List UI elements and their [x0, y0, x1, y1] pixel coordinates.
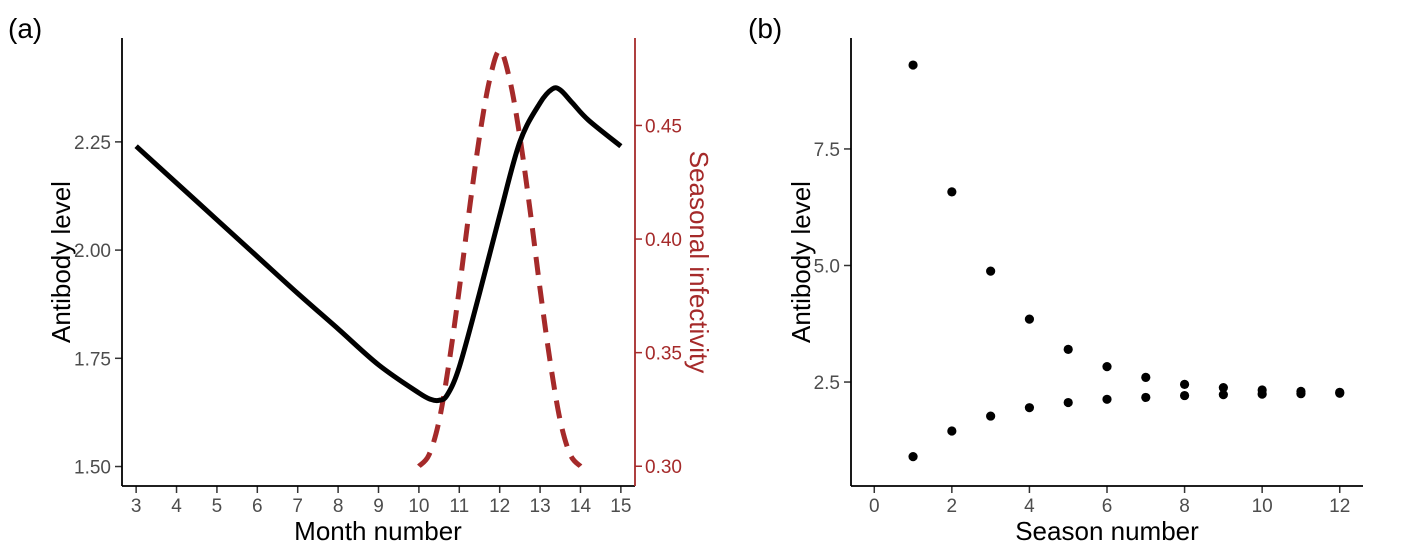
panel-a-y-axis-title: Antibody level: [46, 181, 76, 343]
panel-a-series: [134, 47, 623, 469]
antibody-level-line: [134, 85, 623, 404]
panel-a-x-axis-title: Month number: [294, 516, 462, 546]
panel-a-x-tick-label: 10: [408, 496, 429, 517]
lower-antibody-point: [1024, 403, 1035, 413]
upper-antibody-point: [1102, 362, 1112, 372]
seasonal-infectivity-line: [417, 47, 583, 469]
upper-antibody-point: [986, 266, 996, 276]
panel-a-tag: (a): [8, 13, 42, 44]
panel-a-x-tick-label: 8: [333, 496, 344, 517]
panel-a-x-tick-label: 6: [252, 496, 263, 517]
panel-b-y-tick-label: 7.5: [814, 140, 840, 161]
panel-b-ticks: 0 2 4 6 8 10 12 2.5 5.0 7.5: [814, 140, 1351, 517]
upper-antibody-point: [1179, 379, 1190, 389]
panel-b-series: [908, 60, 1345, 462]
panel-a-y2-axis-title: Seasonal infectivity: [684, 151, 714, 374]
panel-a-ticks: 3 4 5 6 7 8 9 10 11 12 13 14 15 1.50 1.75 2.00 2.25 0.30 0…: [74, 116, 682, 517]
panel-b-x-tick-label: 6: [1102, 496, 1113, 517]
lower-antibody-point: [986, 411, 996, 421]
panel-b-x-tick-label: 12: [1329, 496, 1350, 517]
panel-a-x-tick-label: 12: [489, 496, 510, 517]
lower-antibody-point: [1102, 394, 1112, 404]
panel-a-x-tick-label: 9: [373, 496, 384, 517]
panel-b-y-axis-title: Antibody level: [786, 181, 816, 343]
upper-antibody-point: [1063, 344, 1073, 355]
lower-antibody-point: [908, 452, 918, 462]
upper-antibody-point: [1141, 372, 1151, 382]
panel-a-y-tick-label: 1.50: [74, 458, 111, 479]
panel-b-tag: (b): [748, 13, 782, 44]
panel-a: (a) 3 4 5 6 7 8 9 10 11 12 13 14 15 1.50 1.75 2.00 2.25 0…: [8, 13, 714, 546]
upper-antibody-point: [947, 187, 957, 197]
upper-antibody-point: [1024, 314, 1035, 324]
lower-antibody-point: [1141, 392, 1151, 403]
panel-a-x-tick-label: 4: [171, 496, 182, 517]
upper-antibody-point: [1218, 383, 1228, 393]
panel-a-x-tick-label: 11: [449, 496, 469, 517]
lower-antibody-point: [1257, 389, 1267, 399]
panel-a-x-tick-label: 13: [530, 496, 551, 517]
panel-b-y-tick-label: 5.0: [814, 256, 840, 277]
panel-a-y2-tick-label: 0.40: [645, 230, 682, 251]
panel-a-y2-tick-label: 0.35: [645, 344, 682, 365]
panel-a-x-tick-label: 7: [292, 496, 303, 517]
panel-a-x-tick-label: 14: [570, 496, 592, 517]
lower-antibody-point: [947, 426, 957, 436]
upper-antibody-point: [908, 60, 918, 70]
panel-a-x-tick-label: 15: [610, 496, 631, 517]
lower-antibody-point: [1296, 389, 1306, 399]
panel-b: (b) 0 2 4 6 8 10 12 2.5 5.0 7.5 Season number Ant…: [748, 13, 1363, 546]
panel-a-y-tick-label: 2.25: [74, 133, 111, 154]
panel-a-y-tick-label: 1.75: [74, 349, 111, 370]
panel-b-x-tick-label: 2: [947, 496, 958, 517]
panel-b-x-tick-label: 0: [869, 496, 880, 517]
lower-antibody-point: [1335, 388, 1345, 398]
lower-antibody-point: [1063, 397, 1073, 408]
panel-b-y-tick-label: 2.5: [814, 373, 840, 394]
lower-antibody-point: [1179, 390, 1190, 401]
panel-a-y-tick-label: 2.00: [74, 241, 111, 262]
panel-a-y2-tick-label: 0.45: [645, 116, 682, 137]
panel-b-x-tick-label: 4: [1024, 496, 1035, 517]
panel-a-x-tick-label: 5: [212, 496, 223, 517]
panel-b-x-axis-title: Season number: [1015, 516, 1199, 546]
panel-a-x-tick-label: 3: [131, 496, 142, 517]
lower-antibody-point: [1218, 390, 1228, 400]
panel-b-x-tick-label: 10: [1252, 496, 1273, 517]
panel-a-y2-tick-label: 0.30: [645, 457, 682, 478]
panel-b-x-tick-label: 8: [1179, 496, 1190, 517]
